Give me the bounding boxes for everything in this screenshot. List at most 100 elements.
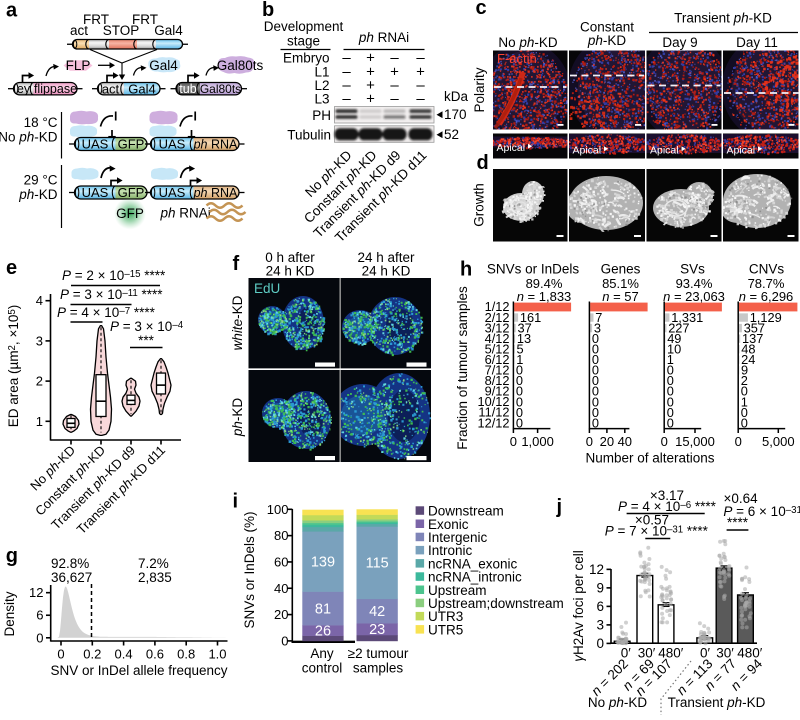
svg-text:Genes: Genes: [601, 262, 641, 277]
svg-text:***: ***: [138, 333, 155, 348]
svg-text:Development: Development: [264, 19, 344, 34]
svg-text:0: 0: [510, 434, 517, 449]
svg-text:ph RNAi: ph RNAi: [358, 30, 409, 45]
svg-text:9: 9: [596, 580, 604, 595]
svg-text:UAS: UAS: [82, 185, 109, 200]
svg-text:≥2 tumour: ≥2 tumour: [348, 646, 409, 661]
svg-text:20: 20: [274, 607, 288, 622]
svg-text:P = 4 × 10–7 ****: P = 4 × 10–7 ****: [57, 305, 156, 320]
svg-text:12/12: 12/12: [477, 415, 509, 430]
svg-text:Polarity: Polarity: [472, 67, 487, 112]
svg-text:20: 20: [600, 434, 614, 449]
svg-text:d: d: [477, 152, 489, 174]
svg-text:Gal4: Gal4: [149, 58, 178, 73]
svg-text:26: 26: [315, 623, 331, 639]
svg-text:ph RNA: ph RNA: [193, 186, 238, 200]
svg-text:Gal4: Gal4: [154, 23, 183, 38]
svg-text:F-actin: F-actin: [497, 51, 537, 66]
svg-text:4: 4: [36, 293, 43, 308]
svg-text:flippase: flippase: [34, 82, 77, 96]
svg-text:Number of alterations: Number of alterations: [585, 451, 714, 466]
svg-text:1,000: 1,000: [521, 434, 554, 449]
svg-text:stage: stage: [287, 34, 320, 49]
svg-text:Embryo: Embryo: [283, 51, 330, 66]
svg-text:60: 60: [274, 554, 288, 569]
svg-text:40: 40: [618, 434, 632, 449]
svg-text:0: 0: [281, 633, 288, 648]
svg-text:P = 3 × 10–4: P = 3 × 10–4: [110, 319, 184, 334]
svg-text:γH2Av foci per cell: γH2Av foci per cell: [571, 550, 586, 662]
svg-text:480′: 480′: [737, 646, 763, 661]
svg-text:ph-KD: ph-KD: [587, 33, 627, 48]
svg-text:n = 23,063: n = 23,063: [663, 289, 725, 304]
svg-text:0.6: 0.6: [146, 647, 164, 662]
svg-text:0.8: 0.8: [177, 647, 195, 662]
svg-text:i: i: [233, 491, 239, 513]
svg-text:0: 0: [57, 647, 64, 662]
svg-text:170: 170: [444, 107, 467, 122]
svg-text:j: j: [556, 496, 563, 518]
svg-text:Apical: Apical: [650, 145, 679, 157]
svg-text:kDa: kDa: [444, 89, 468, 104]
svg-text:ED area (µm2, ×105): ED area (µm2, ×105): [6, 305, 21, 427]
svg-text:Apical: Apical: [497, 142, 526, 154]
svg-text:UAS: UAS: [159, 137, 186, 152]
svg-text:f: f: [233, 253, 240, 275]
svg-text:52: 52: [444, 127, 459, 142]
svg-text:139: 139: [311, 554, 335, 570]
svg-text:SVs: SVs: [680, 262, 705, 277]
svg-text:+: +: [366, 91, 375, 108]
svg-text:6: 6: [596, 599, 604, 614]
svg-text:UAS: UAS: [159, 185, 186, 200]
svg-text:23: 23: [369, 622, 385, 638]
svg-text:samples: samples: [353, 661, 404, 676]
svg-text:81: 81: [315, 601, 331, 617]
svg-text:ph RNA: ph RNA: [193, 138, 238, 152]
svg-text:No ph-KD: No ph-KD: [588, 695, 648, 710]
svg-text:12: 12: [29, 585, 43, 600]
svg-text:control: control: [302, 661, 343, 676]
svg-text:40: 40: [274, 581, 288, 596]
svg-text:P = 3 × 10–11 ****: P = 3 × 10–11 ****: [60, 287, 163, 302]
svg-text:EdU: EdU: [254, 281, 280, 296]
svg-text:act: act: [102, 81, 120, 96]
svg-text:0.2: 0.2: [83, 647, 101, 662]
svg-text:FLP: FLP: [66, 58, 91, 73]
svg-text:c: c: [476, 0, 487, 19]
svg-text:CNVs: CNVs: [749, 262, 785, 277]
svg-text:Any: Any: [310, 646, 334, 661]
svg-text:115: 115: [366, 556, 389, 572]
svg-text:SNVs or InDels: SNVs or InDels: [487, 262, 580, 277]
svg-text:ph-KD: ph-KD: [230, 398, 245, 438]
svg-text:36,627: 36,627: [51, 570, 92, 585]
svg-text:80: 80: [274, 528, 288, 543]
svg-text:6: 6: [36, 608, 43, 623]
svg-text:0: 0: [596, 636, 604, 651]
svg-text:Transient ph-KD: Transient ph-KD: [674, 11, 772, 26]
svg-text:****: ****: [727, 515, 749, 530]
svg-text:tub: tub: [179, 82, 196, 96]
svg-text:24 h KD: 24 h KD: [362, 264, 411, 279]
svg-text:24 h KD: 24 h KD: [266, 264, 315, 279]
svg-text:100: 100: [267, 502, 289, 517]
svg-text:Apical: Apical: [727, 145, 756, 157]
svg-text:3: 3: [36, 333, 43, 348]
svg-text:0: 0: [36, 630, 43, 645]
svg-text:h: h: [460, 259, 472, 281]
svg-text:SNVs or InDels (%): SNVs or InDels (%): [242, 511, 257, 628]
svg-text:Tubulin: Tubulin: [287, 128, 331, 143]
svg-text:No ph-KD: No ph-KD: [498, 35, 558, 50]
svg-text:5,000: 5,000: [762, 434, 795, 449]
svg-text:white-KD: white-KD: [230, 295, 245, 350]
svg-text:0: 0: [586, 434, 593, 449]
svg-text:–: –: [416, 91, 425, 108]
svg-text:0: 0: [661, 434, 668, 449]
svg-text:P = 7 × 10–31 ****: P = 7 × 10–31 ****: [605, 524, 709, 539]
svg-text:L3: L3: [314, 92, 329, 107]
svg-text:GFP: GFP: [118, 137, 145, 152]
svg-text:UAS: UAS: [82, 137, 109, 152]
svg-text:29 °C: 29 °C: [24, 173, 58, 188]
svg-text:0: 0: [735, 434, 742, 449]
svg-text:UTR5: UTR5: [428, 622, 463, 637]
svg-text:ph-KD: ph-KD: [18, 187, 58, 202]
